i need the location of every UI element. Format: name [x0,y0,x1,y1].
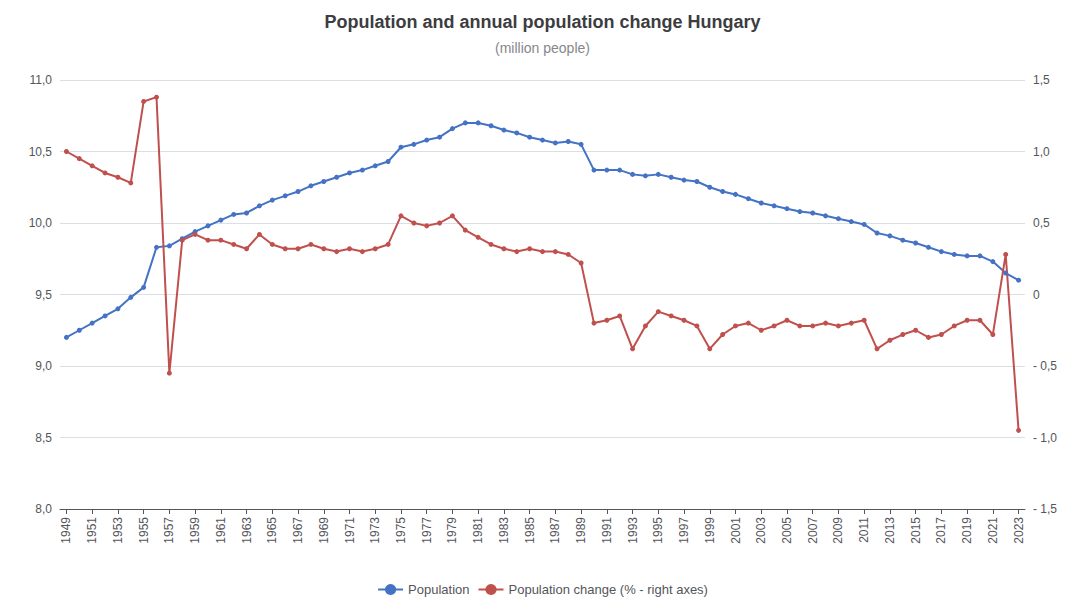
svg-text:1951: 1951 [85,517,99,544]
svg-text:1997: 1997 [677,517,691,544]
svg-text:2009: 2009 [831,517,845,544]
svg-text:1953: 1953 [111,517,125,544]
svg-text:9,5: 9,5 [35,288,52,302]
svg-text:1967: 1967 [291,517,305,544]
svg-text:1989: 1989 [574,517,588,544]
svg-text:1985: 1985 [523,517,537,544]
svg-text:1971: 1971 [343,517,357,544]
svg-text:1,5: 1,5 [1033,73,1050,87]
svg-text:1973: 1973 [368,517,382,544]
svg-text:2021: 2021 [986,517,1000,544]
svg-text:1955: 1955 [137,517,151,544]
svg-text:2017: 2017 [934,517,948,544]
svg-text:10,0: 10,0 [29,216,53,230]
svg-text:1987: 1987 [548,517,562,544]
svg-text:2023: 2023 [1012,517,1026,544]
svg-text:8,5: 8,5 [35,431,52,445]
svg-text:1991: 1991 [600,517,614,544]
svg-text:- 0,5: - 0,5 [1033,359,1057,373]
svg-text:2005: 2005 [780,517,794,544]
svg-text:1965: 1965 [265,517,279,544]
svg-text:(million people): (million people) [495,40,590,56]
svg-text:10,5: 10,5 [29,145,53,159]
svg-text:Population and annual populati: Population and annual population change … [324,12,760,32]
svg-text:2013: 2013 [883,517,897,544]
svg-text:1959: 1959 [188,517,202,544]
svg-text:Population change (% - right a: Population change (% - right axes) [508,582,707,597]
svg-text:1963: 1963 [240,517,254,544]
svg-text:1,0: 1,0 [1033,145,1050,159]
svg-text:1999: 1999 [703,517,717,544]
svg-text:1969: 1969 [317,517,331,544]
svg-text:1979: 1979 [445,517,459,544]
svg-text:9,0: 9,0 [35,359,52,373]
svg-text:- 1,0: - 1,0 [1033,431,1057,445]
svg-text:2001: 2001 [729,517,743,544]
svg-text:1977: 1977 [420,517,434,544]
svg-text:1961: 1961 [214,517,228,544]
svg-text:11,0: 11,0 [30,73,53,87]
svg-text:Population: Population [408,582,469,597]
svg-text:1949: 1949 [59,517,73,544]
svg-text:2015: 2015 [909,517,923,544]
svg-text:1975: 1975 [394,517,408,544]
svg-text:- 1,5: - 1,5 [1033,502,1057,516]
svg-text:8,0: 8,0 [35,502,52,516]
svg-text:2019: 2019 [960,517,974,544]
svg-text:1981: 1981 [471,517,485,544]
svg-text:2011: 2011 [857,517,871,543]
svg-text:0: 0 [1033,288,1040,302]
svg-text:1993: 1993 [626,517,640,544]
svg-text:1995: 1995 [651,517,665,544]
svg-text:1983: 1983 [497,517,511,544]
svg-text:1957: 1957 [162,517,176,544]
svg-text:0,5: 0,5 [1033,216,1050,230]
svg-text:2007: 2007 [806,517,820,544]
svg-text:2003: 2003 [754,517,768,544]
